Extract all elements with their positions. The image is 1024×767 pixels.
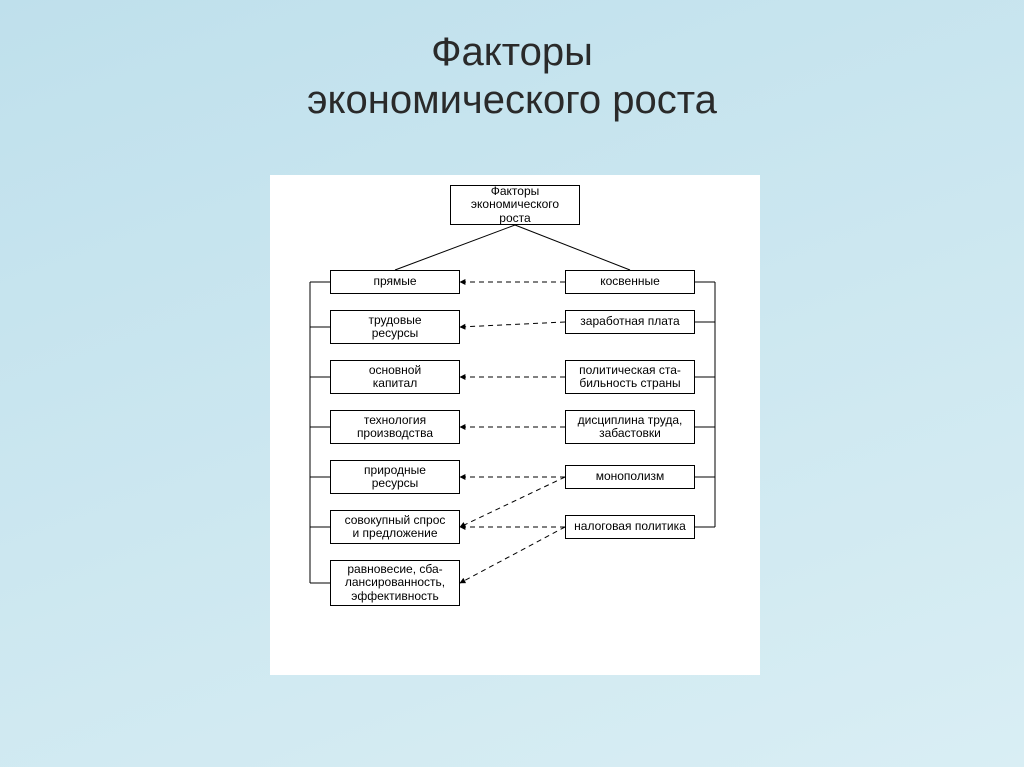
node-r6: налоговая политика: [565, 515, 695, 539]
node-l4: технологияпроизводства: [330, 410, 460, 444]
slide: Факторы экономического роста Факторыэкон…: [0, 0, 1024, 767]
title-line-1: Факторы: [0, 28, 1024, 76]
node-l3: основнойкапитал: [330, 360, 460, 394]
node-l7: равновесие, сба-лансированность,эффектив…: [330, 560, 460, 606]
diagram-panel: Факторыэкономического роста прямые косвенн…: [270, 175, 760, 675]
node-l6: совокупный спроси предложение: [330, 510, 460, 544]
node-r3: политическая ста-бильность страны: [565, 360, 695, 394]
node-root: Факторыэкономического роста: [450, 185, 580, 225]
node-l2: трудовыересурсы: [330, 310, 460, 344]
node-l1: прямые: [330, 270, 460, 294]
node-r1: косвенные: [565, 270, 695, 294]
node-r5: монополизм: [565, 465, 695, 489]
slide-title: Факторы экономического роста: [0, 28, 1024, 124]
title-line-2: экономического роста: [0, 76, 1024, 124]
node-r2: заработная плата: [565, 310, 695, 334]
node-r4: дисциплина труда,забастовки: [565, 410, 695, 444]
node-l5: природныересурсы: [330, 460, 460, 494]
